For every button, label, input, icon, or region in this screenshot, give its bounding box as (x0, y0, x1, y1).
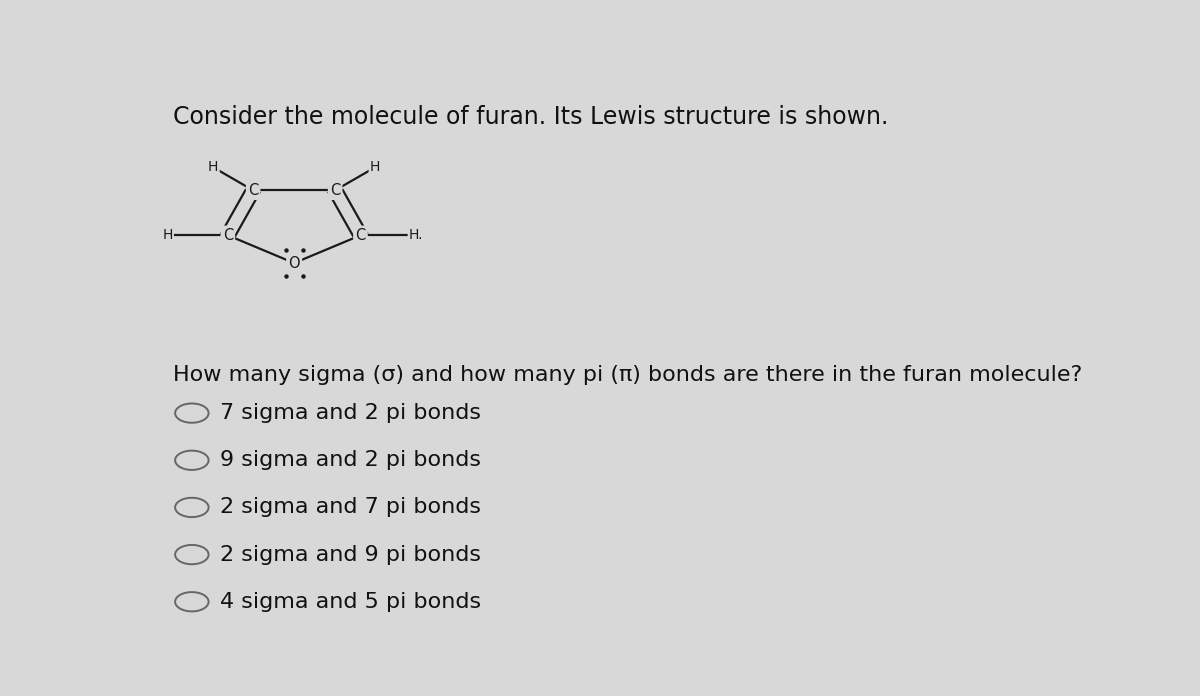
Text: C: C (248, 183, 258, 198)
Text: H: H (370, 160, 380, 174)
Text: 2 sigma and 7 pi bonds: 2 sigma and 7 pi bonds (220, 498, 481, 517)
Text: C: C (223, 228, 233, 243)
Text: H.: H. (409, 228, 424, 242)
Text: 9 sigma and 2 pi bonds: 9 sigma and 2 pi bonds (220, 450, 481, 470)
Text: C: C (355, 228, 366, 243)
Text: H: H (208, 160, 218, 174)
Text: 2 sigma and 9 pi bonds: 2 sigma and 9 pi bonds (220, 544, 481, 564)
Text: C: C (330, 183, 341, 198)
Text: 7 sigma and 2 pi bonds: 7 sigma and 2 pi bonds (220, 403, 481, 423)
Text: O: O (288, 255, 300, 271)
Text: 4 sigma and 5 pi bonds: 4 sigma and 5 pi bonds (220, 592, 481, 612)
Text: How many sigma (σ) and how many pi (π) bonds are there in the furan molecule?: How many sigma (σ) and how many pi (π) b… (173, 365, 1082, 385)
Text: H: H (162, 228, 173, 242)
Text: Consider the molecule of furan. Its Lewis structure is shown.: Consider the molecule of furan. Its Lewi… (173, 105, 889, 129)
